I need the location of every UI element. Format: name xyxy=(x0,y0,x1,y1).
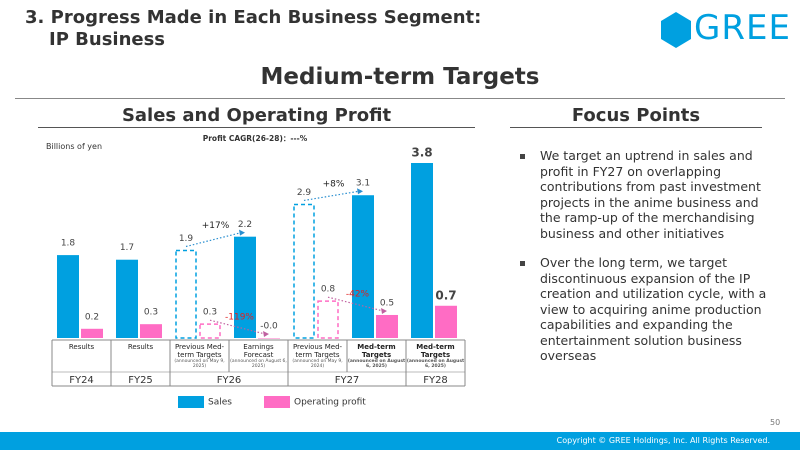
fiscal-year: FY26 xyxy=(217,375,242,386)
arrow-head xyxy=(381,307,387,314)
category-cell: Previous Med-term Targets (announced on M… xyxy=(170,340,229,372)
focus-item: Over the long term, we target discontinu… xyxy=(512,255,774,364)
value-label: 3.8 xyxy=(411,146,432,160)
legend-label: Operating profit xyxy=(294,398,366,408)
focus-item: We target an uptrend in sales and profit… xyxy=(512,148,774,241)
fiscal-year: FY24 xyxy=(69,375,94,386)
section-title: Sales and Operating Profit xyxy=(38,105,475,128)
category-note: (announced on August 6, 2025) xyxy=(347,359,406,369)
bar xyxy=(376,314,398,338)
value-label: 1.9 xyxy=(179,234,194,244)
category-cell: Results xyxy=(52,340,111,372)
category-note: (announced on August 6, 2025) xyxy=(230,359,287,369)
bar xyxy=(258,338,280,339)
bar xyxy=(199,323,221,339)
logo-icon xyxy=(661,12,691,48)
bar xyxy=(234,236,256,338)
value-label: -0.0 xyxy=(260,322,278,332)
annotation-arrow xyxy=(303,190,360,202)
title-line: IP Business xyxy=(49,29,166,50)
section-title: Focus Points xyxy=(510,105,762,128)
value-label: 1.7 xyxy=(120,243,134,253)
category-label: Previous Med-term Targets xyxy=(292,343,343,359)
fiscal-year: FY25 xyxy=(128,375,153,386)
value-label: 0.5 xyxy=(380,298,394,308)
annotation: -42% xyxy=(346,290,370,300)
divider xyxy=(15,98,785,99)
footer-bar: Copyright © GREE Holdings, Inc. All Righ… xyxy=(0,432,800,450)
category-note: (announced on August 6, 2025) xyxy=(406,359,465,369)
category-cell: Earnings Forecast (announced on August 6,… xyxy=(229,340,288,372)
annotation: -119% xyxy=(225,313,254,323)
logo: GREE xyxy=(694,8,791,48)
category-cell: Results xyxy=(111,340,170,372)
value-label: 0.3 xyxy=(203,308,217,318)
value-label: 0.7 xyxy=(435,288,456,302)
annotation-arrow xyxy=(327,296,384,312)
value-label: 0.8 xyxy=(321,285,336,295)
category-label: Med-term Targets xyxy=(416,343,455,359)
arrow-head xyxy=(239,229,245,236)
arrow-head xyxy=(263,331,269,337)
chart: 1.8 1.7 1.9 2.2 2.9 3.1 3.8 0.2 0.3 0.3 -0.0 0.8 0.5… xyxy=(51,146,466,408)
bar xyxy=(140,324,162,338)
fiscal-year: FY28 xyxy=(423,375,448,386)
bar xyxy=(293,203,315,339)
value-label: 2.2 xyxy=(238,220,252,230)
title-line: 3. Progress Made in Each Business Segmen… xyxy=(25,7,482,28)
legend-swatch xyxy=(264,396,290,408)
arrow-head xyxy=(357,188,363,195)
legend-swatch xyxy=(178,396,204,408)
unit-label: Billions of yen xyxy=(46,142,103,151)
legend-label: Sales xyxy=(208,398,232,408)
bar xyxy=(352,195,374,338)
bar xyxy=(317,300,339,339)
subtitle: Medium-term Targets xyxy=(260,64,540,90)
annotation-arrow xyxy=(185,232,242,248)
bar xyxy=(116,259,138,338)
category-cell: Med-term Targets (announced on August 6, … xyxy=(347,340,406,372)
category-label: Results xyxy=(127,343,154,351)
slide-title: 3. Progress Made in Each Business Segmen… xyxy=(25,7,481,51)
bar xyxy=(435,305,457,338)
value-label: 0.2 xyxy=(85,312,99,322)
category-cell: Med-term Targets (announced on August 6, … xyxy=(406,340,465,372)
category-cell: Previous Med-term Targets (announced on M… xyxy=(288,340,347,372)
fiscal-year: FY27 xyxy=(335,375,360,386)
category-label: Med-term Targets xyxy=(357,343,396,359)
category-note: (announced on May 9, 2024) xyxy=(292,359,343,369)
annotation-arrow xyxy=(209,319,266,335)
bar xyxy=(411,163,433,338)
value-label: 3.1 xyxy=(356,179,370,189)
value-label: 2.9 xyxy=(297,188,312,198)
chart-subtitle: Profit CAGR(26-28)：---% xyxy=(202,134,308,143)
page-number: 50 xyxy=(770,418,781,427)
copyright: Copyright © GREE Holdings, Inc. All Righ… xyxy=(556,436,770,445)
bar xyxy=(57,255,79,338)
category-note: (announced on May 9, 2025) xyxy=(174,359,225,369)
focus-list: We target an uptrend in sales and profit… xyxy=(512,148,774,378)
annotation: +8% xyxy=(323,180,345,190)
bar xyxy=(175,249,197,339)
category-label: Earnings Forecast xyxy=(243,343,274,359)
category-label: Previous Med-term Targets xyxy=(174,343,225,359)
value-label: 1.8 xyxy=(61,239,76,249)
bar xyxy=(81,328,103,338)
category-label: Results xyxy=(68,343,95,351)
annotation: +17% xyxy=(202,221,230,231)
value-label: 0.3 xyxy=(144,308,158,318)
